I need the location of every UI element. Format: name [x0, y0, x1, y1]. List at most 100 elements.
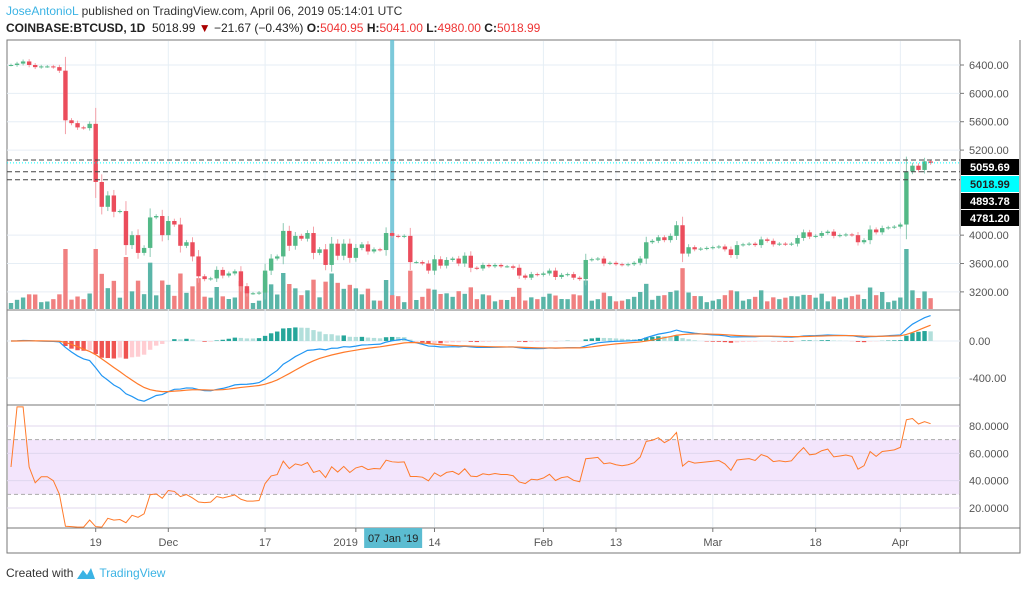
- volume-bar: [438, 294, 443, 309]
- volume-bar: [746, 299, 752, 309]
- macd-histogram-bar: [892, 340, 897, 341]
- volume-bar: [595, 299, 601, 309]
- time-tick-label: 18: [810, 537, 822, 549]
- candle: [226, 273, 231, 276]
- macd-histogram-bar: [861, 341, 867, 343]
- candle: [26, 61, 32, 65]
- symbol-name: COINBASE:BTCUSD, 1D: [6, 21, 146, 35]
- volume-bar: [81, 299, 86, 309]
- signal-line: [10, 324, 931, 393]
- candle: [607, 262, 613, 264]
- candle: [57, 67, 62, 71]
- level-label: 4893.78: [970, 196, 1010, 208]
- volume-bar: [631, 296, 637, 309]
- volume-bar: [371, 300, 377, 309]
- macd-histogram-bar: [607, 338, 613, 341]
- candle: [75, 123, 80, 128]
- volume-bar: [250, 303, 256, 309]
- macd-histogram-bar: [583, 339, 588, 341]
- candle: [752, 243, 758, 246]
- symbol-legend: COINBASE:BTCUSD, 1D 5018.99 ▼ −21.67 (−0…: [6, 21, 540, 35]
- candle: [99, 181, 104, 207]
- candle: [63, 70, 68, 121]
- volume-bar: [728, 290, 734, 309]
- candle: [365, 244, 371, 252]
- macd-histogram-bar: [208, 341, 213, 342]
- time-tick-label: Mar: [703, 537, 722, 549]
- candle: [571, 274, 576, 278]
- candle: [541, 273, 546, 275]
- rsi-tick-label: 40.0000: [969, 476, 1009, 488]
- candle: [166, 220, 171, 236]
- volume-bar: [57, 294, 62, 309]
- volume-bar: [650, 299, 655, 309]
- volume-bar: [141, 294, 147, 309]
- macd-histogram-bar: [335, 335, 340, 341]
- volume-bar: [873, 295, 879, 309]
- volume-bar: [414, 300, 419, 309]
- volume-bar: [444, 293, 449, 309]
- macd-histogram-bar: [232, 337, 238, 341]
- macd-histogram-bar: [238, 337, 244, 341]
- volume-bar: [359, 294, 365, 309]
- macd-histogram-bar: [456, 341, 461, 343]
- macd-histogram-bar: [244, 338, 250, 341]
- price-tick-label: 4000.00: [969, 230, 1009, 242]
- volume-bar: [583, 280, 588, 309]
- volume-bar: [99, 273, 104, 309]
- candle: [892, 226, 897, 228]
- macd-histogram-bar: [111, 341, 117, 359]
- author-link[interactable]: JoseAntonioL: [6, 4, 79, 18]
- macd-line: [10, 314, 931, 402]
- candle: [831, 231, 836, 236]
- macd-histogram-bar: [517, 341, 522, 342]
- macd-histogram-bar: [438, 341, 443, 344]
- rsi-tick-label: 80.0000: [969, 421, 1009, 433]
- candle: [492, 264, 498, 267]
- volume-bar: [662, 295, 667, 309]
- volume-bar: [275, 294, 280, 309]
- volume-bar: [861, 299, 867, 309]
- volume-bar: [190, 286, 195, 309]
- candle: [69, 120, 74, 124]
- macd-histogram-bar: [281, 328, 286, 341]
- macd-histogram-bar: [752, 341, 758, 342]
- macd-histogram-bar: [75, 341, 80, 351]
- candle: [468, 255, 473, 268]
- candle: [389, 233, 395, 236]
- macd-histogram-bar: [190, 339, 195, 341]
- tradingview-link[interactable]: TradingView: [99, 566, 166, 580]
- macd-histogram-bar: [523, 341, 528, 343]
- candle: [638, 258, 643, 263]
- candle: [444, 259, 449, 266]
- candle: [329, 243, 334, 265]
- macd-histogram-bar: [910, 332, 915, 341]
- candle: [674, 225, 679, 236]
- macd-histogram-bar: [680, 338, 685, 341]
- candle: [208, 278, 213, 280]
- candle: [117, 211, 123, 213]
- price-chart[interactable]: 6400.00 6000.00 5600.00 5200.00 4000.00 3600.…: [0, 0, 1024, 560]
- candle: [51, 66, 56, 68]
- candle: [813, 235, 818, 237]
- macd-histogram-bar: [220, 339, 225, 341]
- volume-bar: [607, 296, 613, 309]
- volume-bar: [287, 284, 292, 309]
- publish-info: JoseAntonioL published on TradingView.co…: [6, 4, 402, 18]
- volume-bar: [910, 290, 915, 309]
- candle: [928, 161, 933, 163]
- volume-bar: [777, 299, 782, 309]
- time-tick-label: 2019: [333, 537, 357, 549]
- macd-histogram-bar: [898, 340, 903, 341]
- volume-bar: [329, 273, 334, 309]
- candle: [81, 127, 86, 129]
- price-change: −21.67 (−0.43%): [213, 21, 304, 35]
- candle: [414, 262, 419, 264]
- pane-1: [6, 309, 961, 406]
- macd-histogram-bar: [323, 334, 328, 341]
- volume-bar: [801, 294, 806, 309]
- volume-bar: [347, 284, 352, 309]
- macd-histogram-bar: [123, 341, 129, 359]
- volume-bar: [922, 291, 927, 309]
- volume-bar: [468, 287, 473, 309]
